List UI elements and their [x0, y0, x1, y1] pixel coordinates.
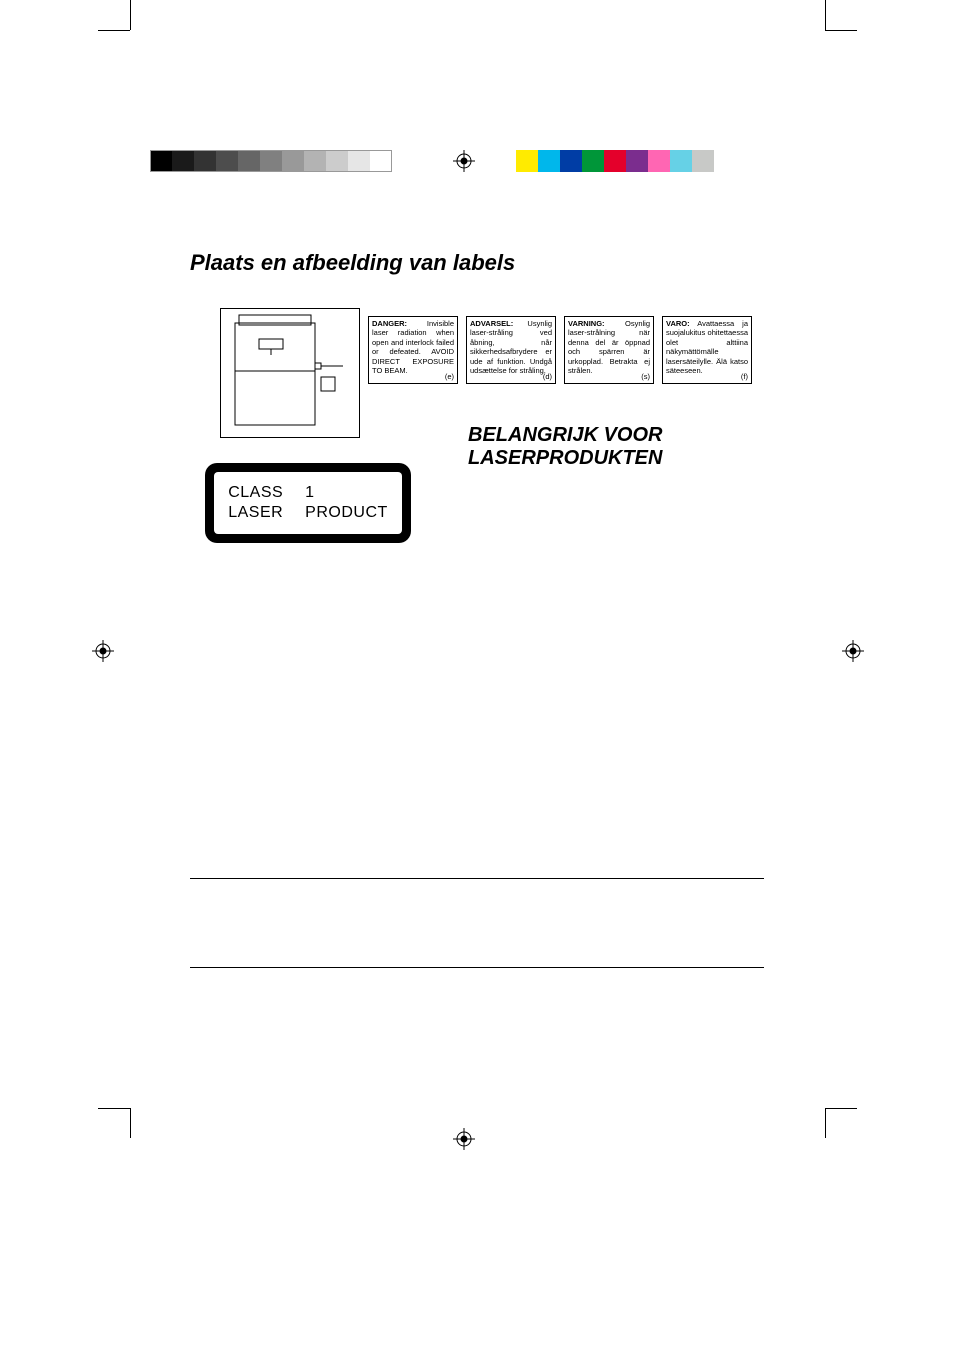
class1-inner: CLASS 1 LASER PRODUCT	[214, 472, 402, 534]
warning-note: (f)	[741, 372, 748, 381]
swatch	[260, 150, 282, 172]
registration-mark-icon	[92, 640, 114, 662]
warning-lead: VARO:	[666, 319, 690, 328]
color-swatch-strip	[516, 150, 714, 172]
swatch	[282, 150, 304, 172]
swatch	[560, 150, 582, 172]
warning-note: (s)	[641, 372, 650, 381]
warning-label: DANGER: Invisible laser radiation when o…	[368, 316, 458, 384]
swatch	[538, 150, 560, 172]
registration-mark-icon	[453, 150, 475, 172]
swatch	[626, 150, 648, 172]
swatch	[370, 150, 392, 172]
class1-cell: 1	[295, 484, 398, 502]
warning-lead: ADVARSEL:	[470, 319, 513, 328]
warning-labels-row: DANGER: Invisible laser radiation when o…	[368, 316, 752, 384]
swatch	[582, 150, 604, 172]
registration-mark-icon	[453, 1128, 475, 1150]
swatch	[648, 150, 670, 172]
crop-mark	[825, 0, 826, 30]
swatch	[238, 150, 260, 172]
warning-label: ADVARSEL: Usynlig laser-stråling ved åbn…	[466, 316, 556, 384]
page-root: Plaats en afbeelding van labels DANGER: …	[0, 0, 954, 1351]
swatch	[670, 150, 692, 172]
grayscale-swatch-strip	[150, 150, 392, 172]
warning-note: (e)	[445, 372, 454, 381]
crop-mark	[825, 1108, 826, 1138]
subheading-line: BELANGRIJK VOOR	[468, 424, 662, 446]
swatch	[692, 150, 714, 172]
swatch	[150, 150, 172, 172]
subheading-line: LASERPRODUKTEN	[468, 447, 662, 469]
warning-note: (d)	[543, 372, 552, 381]
swatch	[304, 150, 326, 172]
swatch	[172, 150, 194, 172]
device-diagram	[220, 308, 360, 438]
class1-cell: LASER	[218, 504, 293, 522]
warning-lead: VARNING:	[568, 319, 605, 328]
crop-mark	[98, 1108, 130, 1109]
page-title: Plaats en afbeelding van labels	[190, 250, 515, 276]
empty-notes-area	[190, 878, 764, 968]
swatch	[604, 150, 626, 172]
crop-mark	[825, 1108, 857, 1109]
warning-lead: DANGER:	[372, 319, 407, 328]
registration-mark-icon	[842, 640, 864, 662]
warning-label: VARO: Avattaessa ja suojalukitus ohitett…	[662, 316, 752, 384]
class1-cell: PRODUCT	[295, 504, 398, 522]
swatch	[194, 150, 216, 172]
crop-mark	[130, 0, 131, 30]
swatch	[348, 150, 370, 172]
class1-text: CLASS 1 LASER PRODUCT	[216, 482, 400, 524]
crop-mark	[825, 30, 857, 31]
crop-mark	[130, 1108, 131, 1138]
swatch	[516, 150, 538, 172]
class1-laser-label: CLASS 1 LASER PRODUCT	[205, 463, 411, 543]
crop-mark	[98, 30, 130, 31]
warning-label: VARNING: Osynlig laser-strålning när den…	[564, 316, 654, 384]
swatch	[326, 150, 348, 172]
section-subheading: BELANGRIJK VOOR LASERPRODUKTEN	[468, 424, 662, 470]
swatch	[216, 150, 238, 172]
class1-cell: CLASS	[218, 484, 293, 502]
